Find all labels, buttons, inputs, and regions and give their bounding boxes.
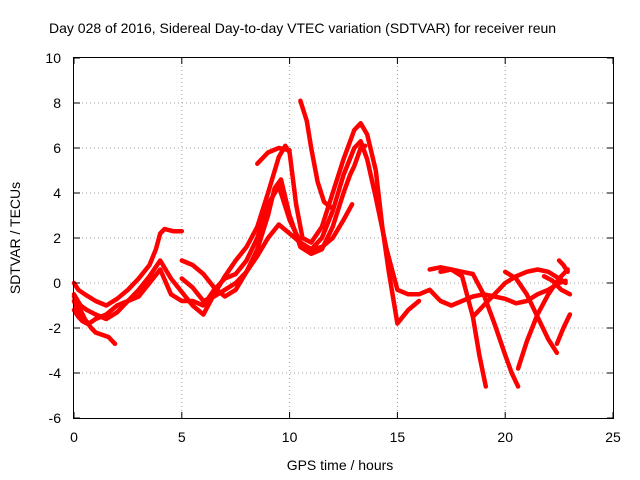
chart-title: Day 028 of 2016, Sidereal Day-to-day VTE… — [49, 20, 556, 36]
y-tick-label: 8 — [53, 95, 61, 111]
x-tick-label: 20 — [497, 429, 513, 445]
series-track-6 — [179, 143, 368, 299]
y-tick-label: 10 — [45, 50, 61, 66]
series-track-1 — [71, 226, 185, 308]
series-track-11 — [438, 267, 521, 389]
grid — [74, 58, 613, 418]
y-tick-label: 6 — [53, 140, 61, 156]
series-track-7 — [179, 202, 355, 304]
series-track-17 — [541, 274, 573, 297]
x-tick-label: 10 — [282, 429, 298, 445]
y-tick-label: -4 — [49, 365, 62, 381]
series-track-8 — [255, 145, 292, 166]
series-track-10 — [427, 265, 489, 389]
x-tick-label: 15 — [390, 429, 406, 445]
series-track-9 — [298, 98, 335, 211]
y-tick-label: 0 — [53, 275, 61, 291]
ticks: 0 5 10 15 20 25 -6 -4 -2 0 2 4 6 8 10 — [45, 50, 621, 445]
series-track-12 — [470, 267, 568, 320]
series-track-15 — [554, 312, 573, 347]
y-tick-label: -2 — [49, 320, 62, 336]
x-tick-label: 0 — [70, 429, 78, 445]
series-track-4 — [71, 294, 118, 347]
y-axis-label: SDTVAR / TECUs — [7, 182, 23, 294]
series-track-13 — [502, 269, 560, 356]
series-track-14 — [515, 267, 570, 371]
x-axis-label: GPS time / hours — [287, 457, 394, 473]
y-tick-label: -6 — [49, 410, 62, 426]
x-tick-label: 25 — [605, 429, 621, 445]
y-tick-label: 2 — [53, 230, 61, 246]
plot-frame — [73, 57, 614, 419]
series-layer — [71, 98, 573, 389]
series-track-5 — [71, 307, 90, 326]
x-tick-label: 5 — [178, 429, 186, 445]
series-track-16 — [556, 258, 570, 275]
y-tick-label: 4 — [53, 185, 61, 201]
